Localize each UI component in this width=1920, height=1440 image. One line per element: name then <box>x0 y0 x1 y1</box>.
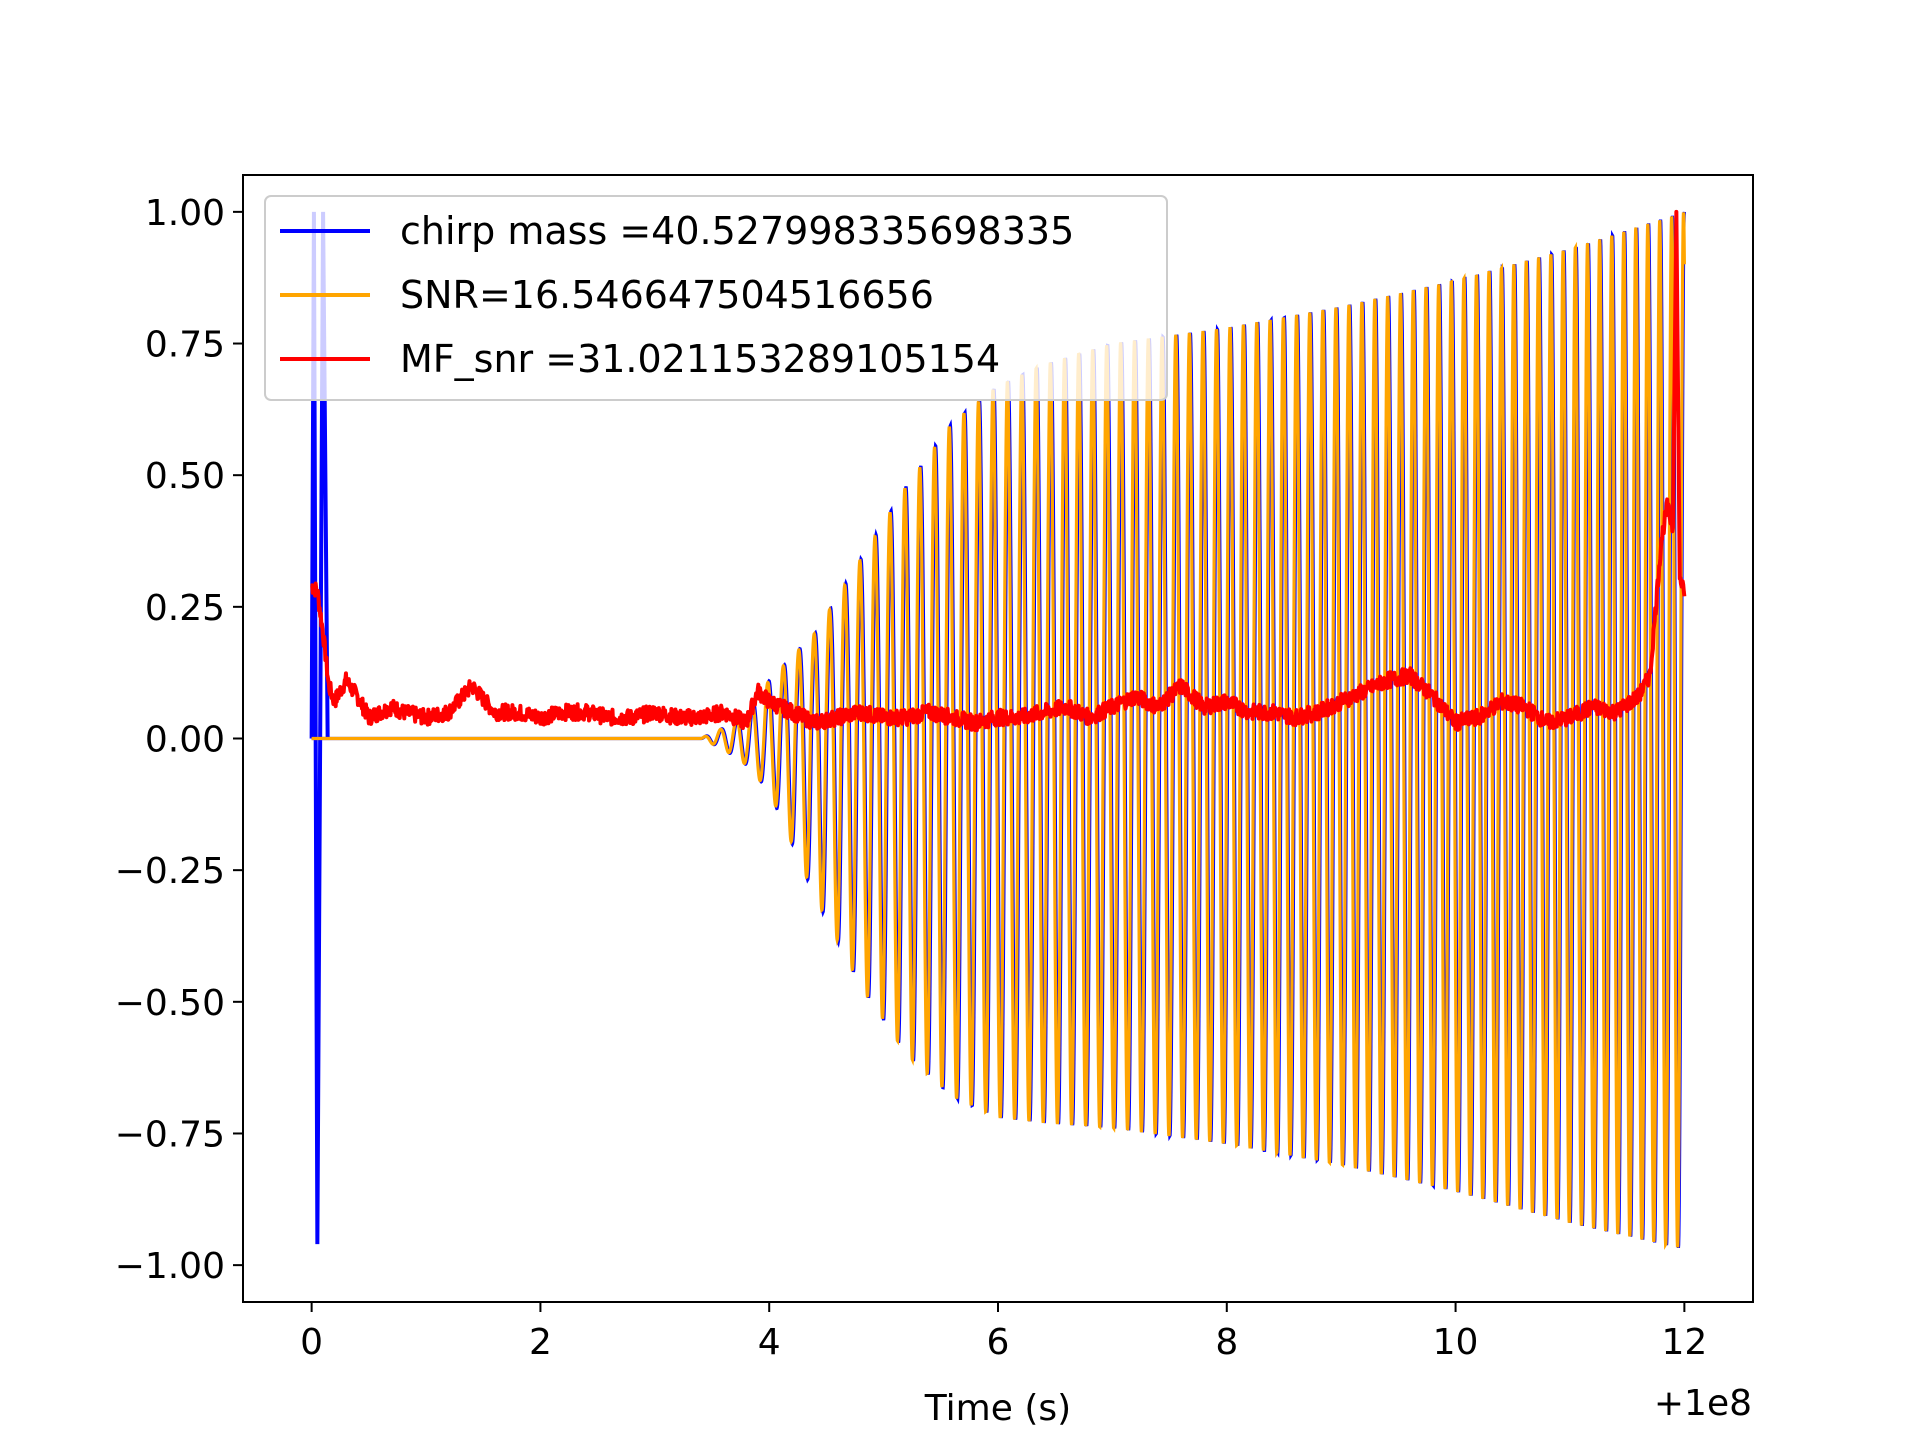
x-axis-offset-label: +1e8 <box>1654 1383 1752 1424</box>
x-axis: 0 2 4 6 8 10 12 <box>300 1302 1707 1363</box>
y-axis: 1.00 0.75 0.50 0.25 0.00 −0.25 −0.50 −0.75 −1.00 <box>115 193 243 1287</box>
x-tick-label: 0 <box>300 1322 323 1363</box>
y-tick-label: −0.50 <box>115 983 225 1024</box>
x-tick-label: 6 <box>987 1322 1010 1363</box>
legend: chirp mass =40.527998335698335 SNR=16.54… <box>264 195 1168 401</box>
x-tick-label: 12 <box>1661 1322 1707 1363</box>
y-tick-label: 0.50 <box>145 456 225 497</box>
legend-label-snr: SNR=16.546647504516656 <box>400 273 934 317</box>
y-tick-label: −0.75 <box>115 1114 225 1155</box>
legend-label-chirp-mass: chirp mass =40.527998335698335 <box>400 209 1074 253</box>
series-layer <box>309 209 1687 1250</box>
series-line-mf-snr <box>310 209 1687 733</box>
y-tick-label: 0.25 <box>145 588 225 629</box>
legend-box <box>264 195 1168 401</box>
x-tick-label: 8 <box>1215 1322 1238 1363</box>
y-tick-label: −0.25 <box>115 851 225 892</box>
x-tick-label: 2 <box>529 1322 552 1363</box>
y-tick-label: −1.00 <box>115 1246 225 1287</box>
x-axis-label: Time (s) <box>924 1388 1071 1429</box>
x-tick-label: 10 <box>1433 1322 1479 1363</box>
y-tick-label: 0.75 <box>145 325 225 366</box>
y-tick-label: 1.00 <box>145 193 225 234</box>
x-tick-label: 4 <box>758 1322 781 1363</box>
y-tick-label: 0.00 <box>145 720 225 761</box>
legend-label-mf-snr: MF_snr =31.021153289105154 <box>400 337 1000 381</box>
series-line-snr <box>311 212 1686 1250</box>
